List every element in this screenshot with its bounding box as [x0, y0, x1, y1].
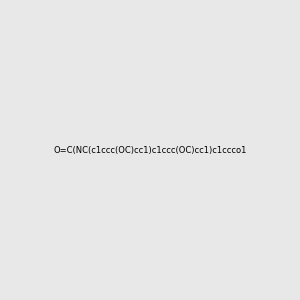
- Text: O=C(NC(c1ccc(OC)cc1)c1ccc(OC)cc1)c1ccco1: O=C(NC(c1ccc(OC)cc1)c1ccc(OC)cc1)c1ccco1: [53, 146, 247, 154]
